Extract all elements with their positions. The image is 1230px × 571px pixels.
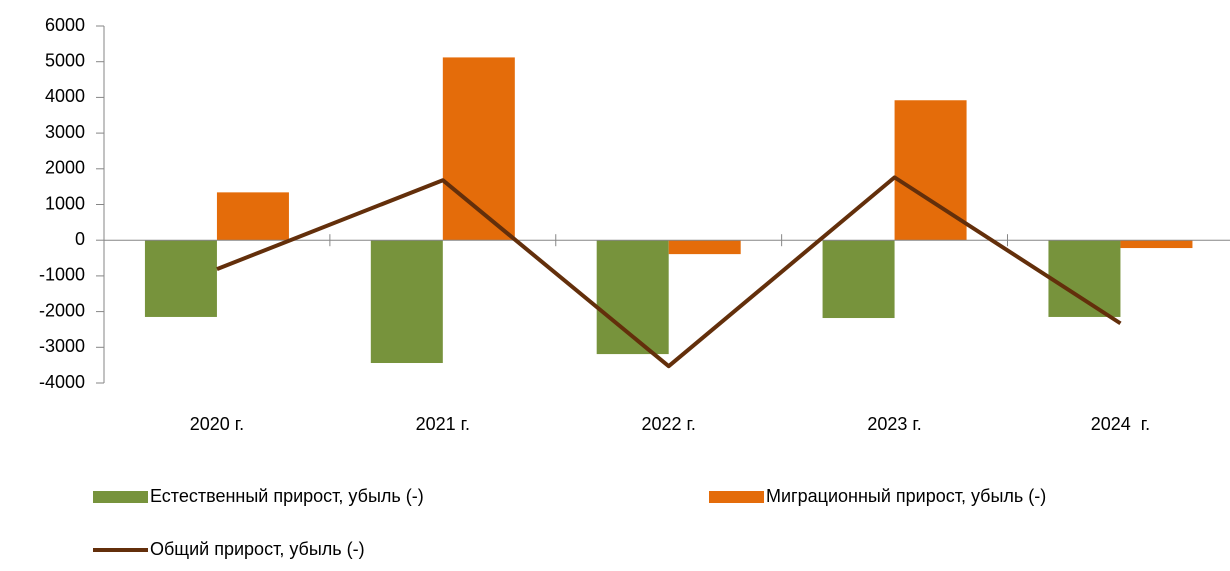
bar — [1048, 240, 1121, 317]
x-tick-label: 2024 г. — [1091, 414, 1150, 434]
bar — [442, 57, 515, 241]
x-tick-label: 2020 г. — [190, 414, 244, 434]
y-tick-label: 2000 — [45, 158, 85, 178]
bar — [822, 240, 895, 319]
x-tick-label: 2022 г. — [641, 414, 695, 434]
y-tick-label: 6000 — [45, 15, 85, 35]
x-tick-label: 2023 г. — [867, 414, 921, 434]
y-tick-label: -2000 — [39, 300, 85, 320]
bar — [144, 240, 217, 317]
bar — [216, 192, 289, 241]
legend-label: Миграционный прирост, убыль (-) — [766, 486, 1046, 506]
legend-label: Естественный прирост, убыль (-) — [150, 486, 424, 506]
legend-swatch — [709, 491, 764, 503]
y-tick-label: -1000 — [39, 265, 85, 285]
y-tick-label: 5000 — [45, 50, 85, 70]
y-tick-label: 4000 — [45, 86, 85, 106]
legend-swatch — [93, 491, 148, 503]
y-tick-label: -3000 — [39, 336, 85, 356]
legend-label: Общий прирост, убыль (-) — [150, 539, 365, 559]
bar — [668, 240, 741, 255]
y-tick-label: 3000 — [45, 122, 85, 142]
y-tick-label: 1000 — [45, 193, 85, 213]
line — [216, 175, 1122, 369]
y-tick-label: 0 — [75, 229, 85, 249]
x-tick-label: 2021 г. — [416, 414, 470, 434]
bar — [1120, 240, 1193, 249]
y-tick-label: -4000 — [39, 372, 85, 392]
bar — [370, 240, 443, 364]
